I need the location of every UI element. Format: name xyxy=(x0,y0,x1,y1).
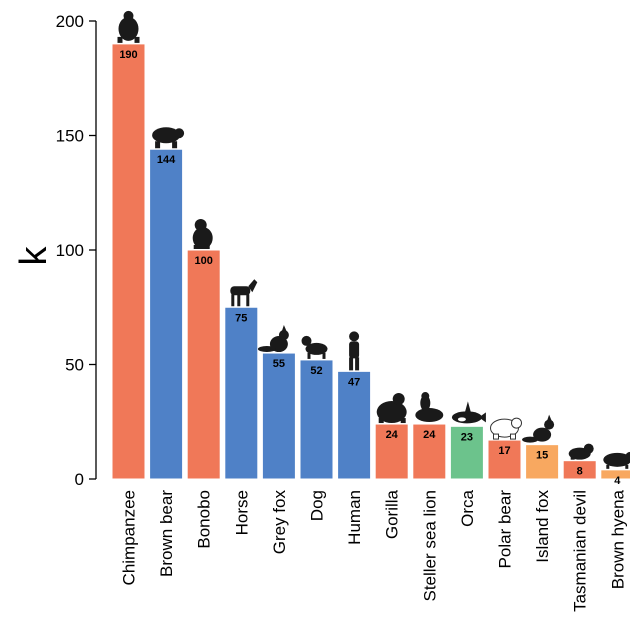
value-label-island-fox: 15 xyxy=(536,450,548,462)
bar-horse xyxy=(224,306,259,480)
value-label-brown-bear: 144 xyxy=(157,154,176,166)
value-label-human: 47 xyxy=(348,376,360,388)
category-label-steller-sea-lion: Steller sea lion xyxy=(420,490,439,602)
value-label-polar-bear: 17 xyxy=(498,445,510,457)
category-label-gorilla: Gorilla xyxy=(383,489,402,539)
y-tick-label: 100 xyxy=(56,241,84,260)
bars: 190 144 100 75 55 52 47 24 24 23 17 15 8 4 xyxy=(111,43,630,487)
bar-grey-fox xyxy=(261,352,296,480)
bar-human xyxy=(337,370,372,480)
category-label-tasmanian-devil: Tasmanian devil xyxy=(571,490,590,612)
y-tick-label: 50 xyxy=(65,356,84,375)
orca-icon xyxy=(451,401,486,424)
chimpanzee-icon xyxy=(117,10,140,43)
value-label-dog: 52 xyxy=(310,365,322,377)
dog-icon xyxy=(301,335,328,359)
hyena-icon xyxy=(603,451,630,469)
value-label-tasmanian-devil: 8 xyxy=(577,466,583,478)
value-label-brown-hyena: 4 xyxy=(614,475,621,487)
grey-fox-icon xyxy=(257,325,289,353)
x-axis-labels: Chimpanzee Brown bear Bonobo Horse Grey fox D… xyxy=(120,489,628,611)
category-label-brown-bear: Brown bear xyxy=(157,490,176,577)
polar-bear-icon xyxy=(490,417,522,440)
bar-island-fox xyxy=(525,444,560,480)
category-label-bonobo: Bonobo xyxy=(195,490,214,549)
value-label-gorilla: 24 xyxy=(386,429,399,441)
category-label-polar-bear: Polar bear xyxy=(496,490,515,569)
gorilla-icon xyxy=(376,393,407,424)
y-tick-label: 150 xyxy=(56,127,84,146)
bar-gorilla xyxy=(374,423,409,480)
sea-lion-icon xyxy=(415,392,444,423)
category-label-human: Human xyxy=(345,490,364,545)
category-label-dog: Dog xyxy=(308,490,327,521)
y-axis-title: k xyxy=(13,246,55,266)
bar-polar-bear xyxy=(487,439,522,480)
category-label-horse: Horse xyxy=(232,490,251,535)
animal-icons xyxy=(117,10,630,469)
bar-dog xyxy=(299,359,334,480)
value-label-chimpanzee: 190 xyxy=(119,49,137,61)
brown-bear-icon xyxy=(152,127,185,149)
bar-orca xyxy=(449,425,484,480)
horse-icon xyxy=(230,279,258,307)
category-label-grey-fox: Grey fox xyxy=(270,490,289,555)
value-label-horse: 75 xyxy=(235,312,247,324)
value-label-orca: 23 xyxy=(461,431,473,443)
y-tick-label: 200 xyxy=(56,12,84,31)
island-fox-icon xyxy=(522,414,555,443)
value-label-grey-fox: 55 xyxy=(273,358,285,370)
value-label-bonobo: 100 xyxy=(195,255,213,267)
category-label-island-fox: Island fox xyxy=(533,490,552,563)
tasmanian-devil-icon xyxy=(568,443,594,460)
bar-bonobo xyxy=(186,249,221,480)
bar-brown-hyena xyxy=(600,469,630,480)
human-icon xyxy=(349,331,360,371)
y-axis: 0 50 100 150 200 xyxy=(56,12,97,489)
category-label-brown-hyena: Brown hyena xyxy=(608,489,627,589)
category-label-chimpanzee: Chimpanzee xyxy=(120,490,139,585)
bonobo-icon xyxy=(192,219,213,249)
bar-chimpanzee xyxy=(111,43,146,480)
bar-steller-sea-lion xyxy=(412,423,447,480)
y-tick-label: 0 xyxy=(75,470,84,489)
value-label-steller-sea-lion: 24 xyxy=(423,429,436,441)
category-label-orca: Orca xyxy=(458,489,477,526)
bar-tasmanian-devil xyxy=(562,460,597,480)
bar-brown-bear xyxy=(149,148,184,480)
